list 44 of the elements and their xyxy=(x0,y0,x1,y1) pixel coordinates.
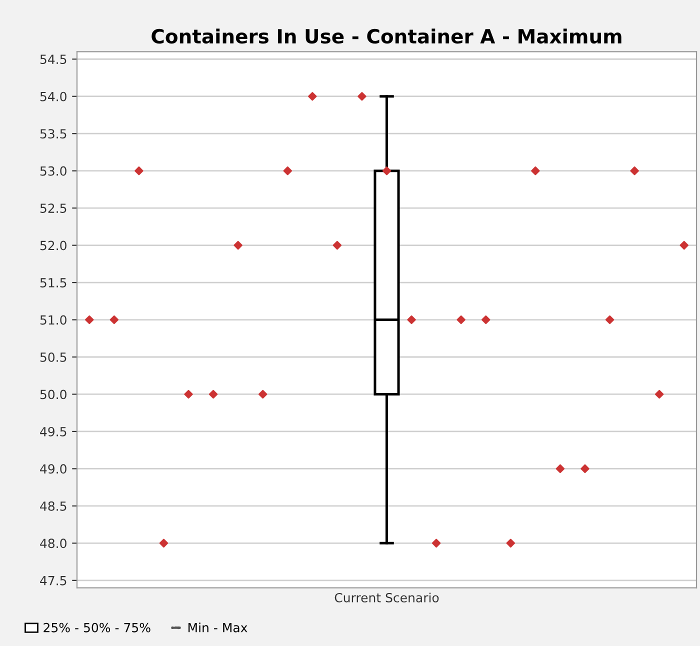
point xyxy=(630,166,639,176)
legend-label: 25% - 50% - 75% xyxy=(44,622,150,632)
point xyxy=(556,464,565,474)
point xyxy=(580,464,590,474)
point xyxy=(407,315,416,324)
point xyxy=(110,315,119,324)
point xyxy=(654,390,664,399)
y-tick-label: 49.0 xyxy=(40,464,66,474)
point xyxy=(358,92,366,101)
point xyxy=(134,166,144,176)
chart-title: Containers In Use - Container A - Maximum xyxy=(152,28,622,44)
y-tick-label: 52.5 xyxy=(40,204,66,213)
y-tick-label: 51.5 xyxy=(40,278,66,288)
x-tick-label: Current Scenario xyxy=(334,592,439,602)
point xyxy=(432,538,441,548)
y-tick-label: 54.0 xyxy=(40,92,66,102)
y-tick-label: 49.5 xyxy=(40,426,66,436)
y-tick-label: 47.5 xyxy=(40,576,66,586)
y-tick-label: 50.0 xyxy=(40,390,66,400)
y-tick-label: 52.0 xyxy=(40,240,66,250)
point xyxy=(332,240,342,250)
point xyxy=(308,92,317,101)
point xyxy=(605,315,614,324)
y-tick-label: 54.5 xyxy=(40,54,66,64)
point xyxy=(85,315,94,324)
text: Min - Max xyxy=(188,622,248,632)
y-tick-label: 50.5 xyxy=(40,352,66,362)
y-tick-label: 51.0 xyxy=(40,315,66,325)
point xyxy=(208,390,218,399)
point xyxy=(382,166,392,176)
point xyxy=(258,390,268,399)
point xyxy=(506,538,516,548)
point xyxy=(531,166,540,176)
point xyxy=(456,315,466,324)
y-tick-label: 53.0 xyxy=(40,166,66,176)
point xyxy=(482,315,490,324)
point xyxy=(184,390,193,399)
y-tick-label: 53.5 xyxy=(40,129,66,139)
point xyxy=(234,240,242,250)
y-tick-label: 48.0 xyxy=(40,538,66,548)
point xyxy=(283,166,292,176)
point xyxy=(680,240,688,250)
point xyxy=(159,538,168,548)
y-tick-label: 48.5 xyxy=(40,501,66,511)
